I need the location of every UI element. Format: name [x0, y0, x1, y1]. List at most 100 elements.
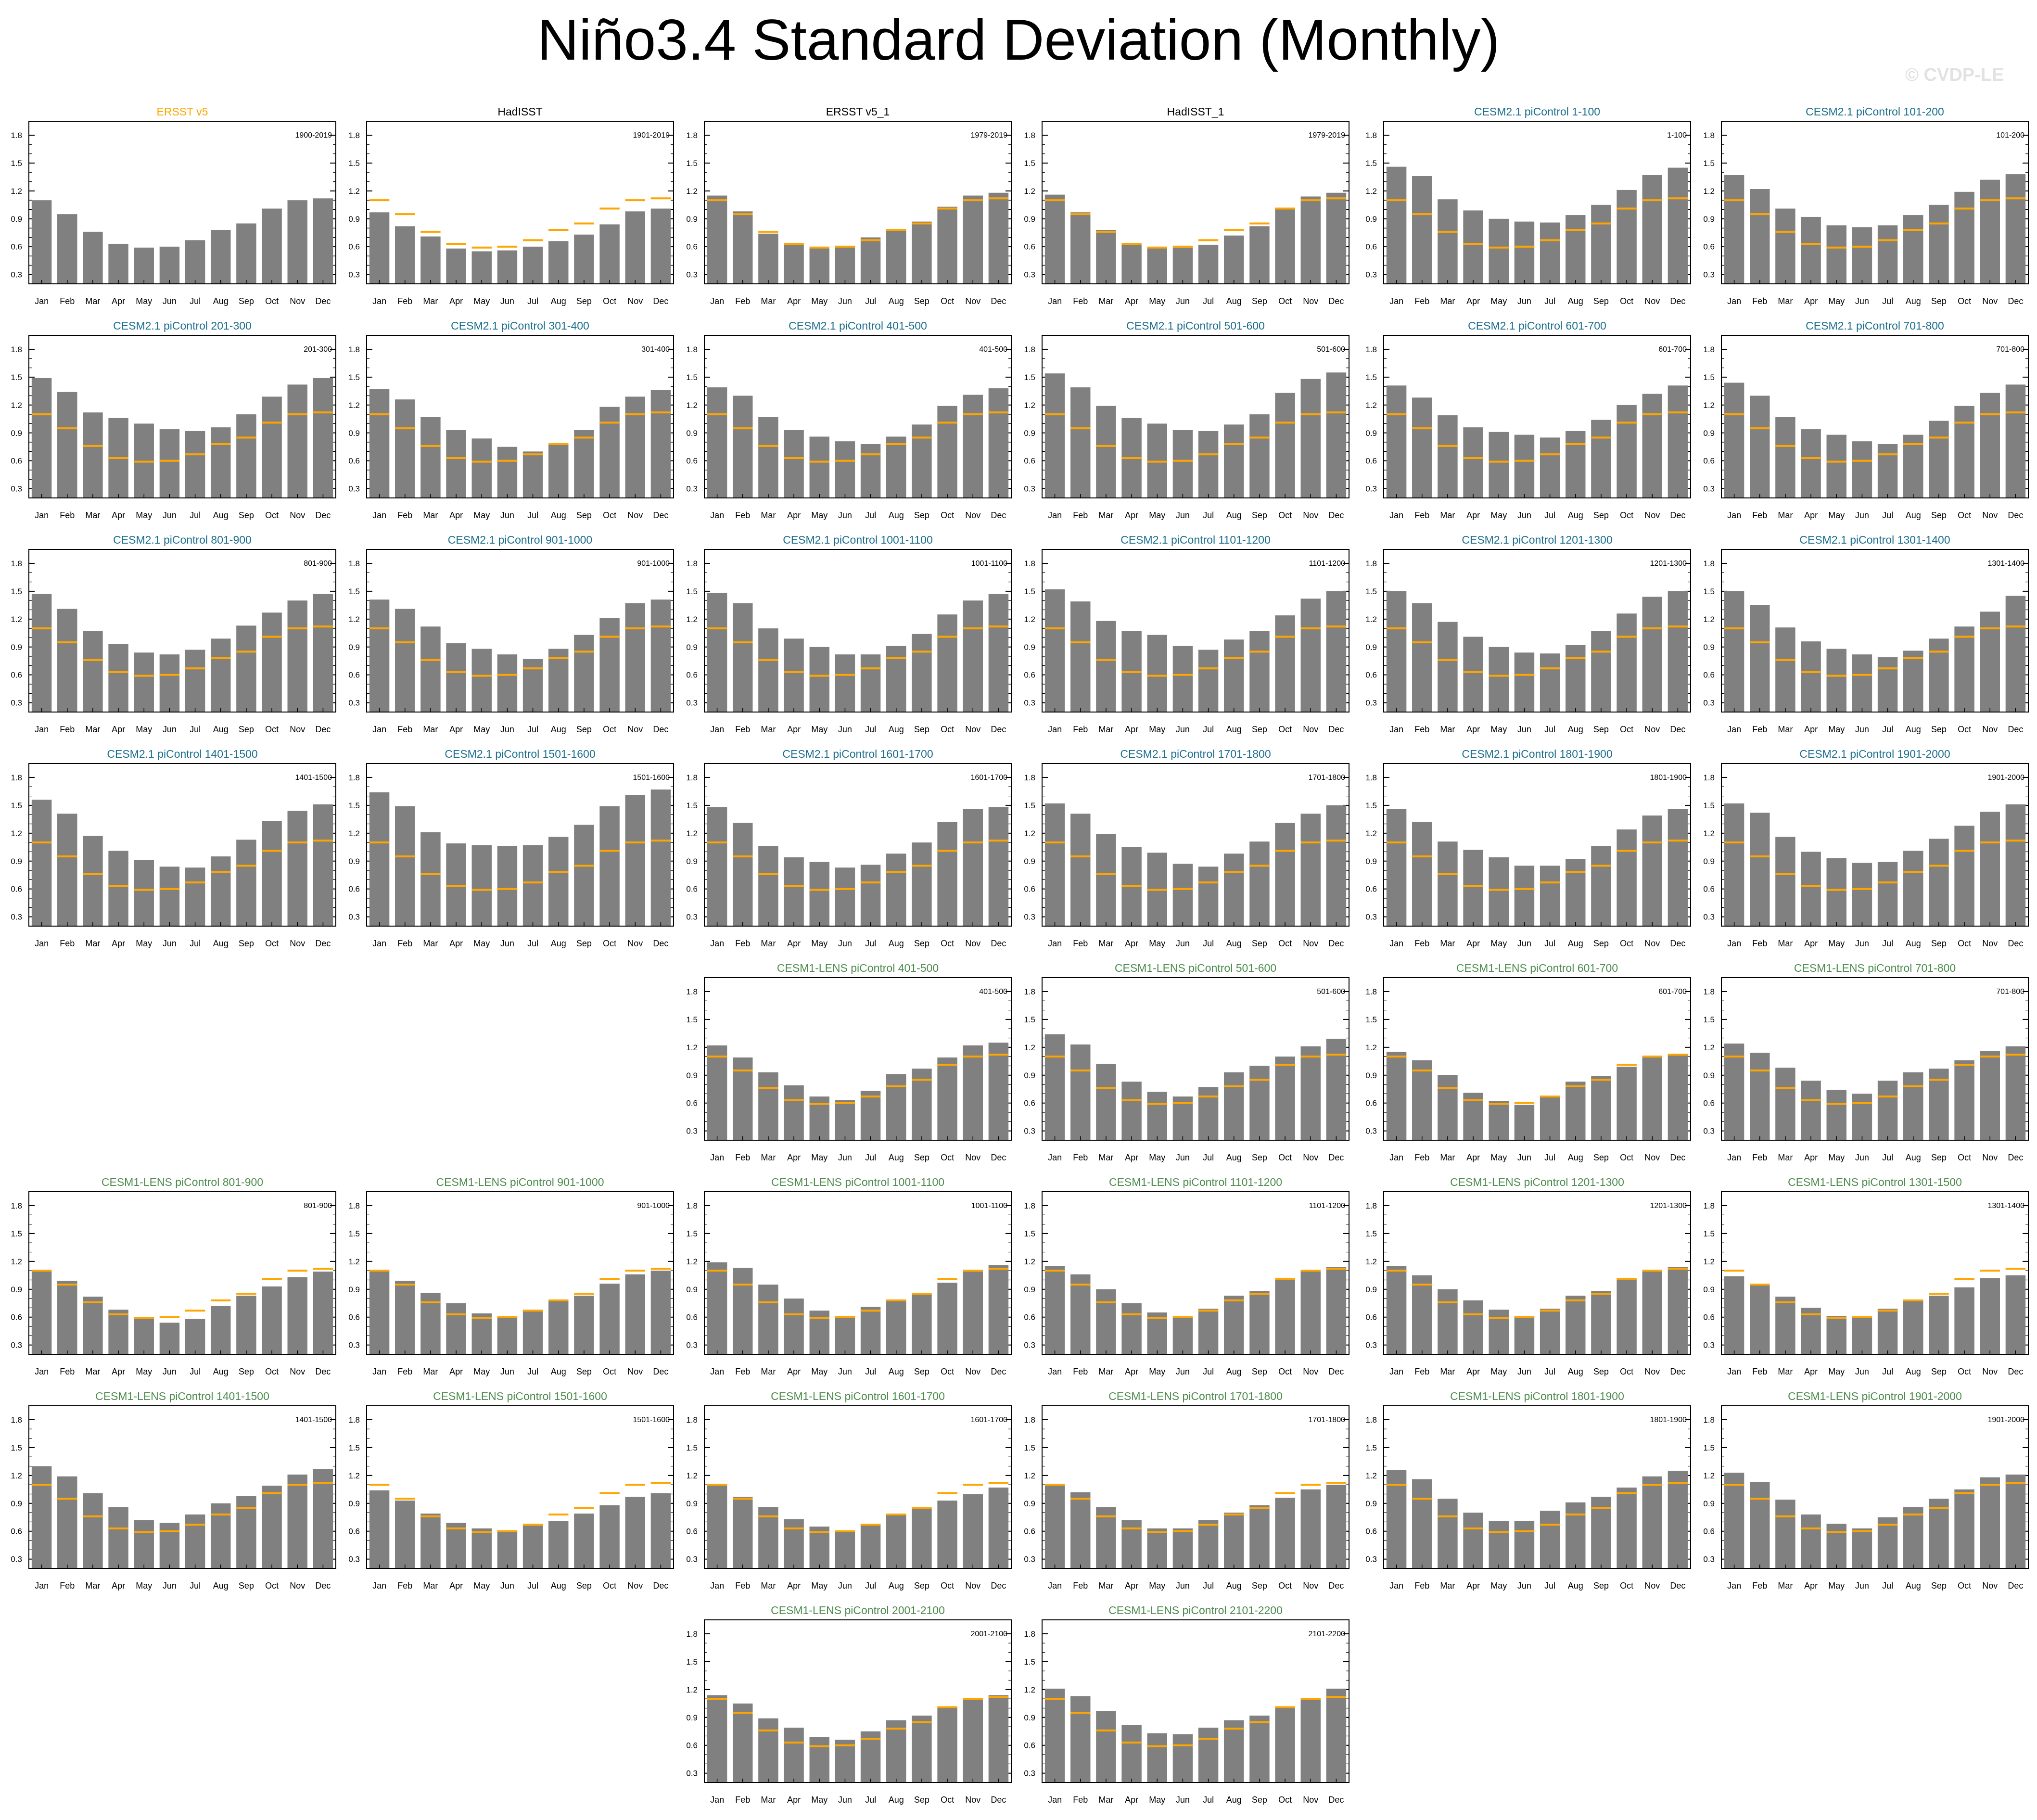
- bar: [548, 241, 569, 284]
- bar: [1096, 1289, 1116, 1354]
- x-tick-label: Dec: [991, 510, 1006, 520]
- x-tick-label: Jul: [865, 296, 876, 306]
- bar: [108, 1507, 128, 1568]
- y-tick-label: 0.6: [686, 1741, 698, 1750]
- panel-title: CESM2.1 piControl 1801-1900: [1462, 748, 1612, 760]
- x-tick-label: Dec: [315, 1367, 331, 1376]
- x-tick-label: Jan: [1727, 510, 1741, 520]
- x-tick-label: Dec: [1670, 1367, 1685, 1376]
- y-tick-label: 1.5: [348, 159, 360, 168]
- y-tick-label: 1.2: [1365, 1471, 1377, 1480]
- bar: [1249, 1291, 1270, 1354]
- x-tick-label: Sep: [1593, 939, 1609, 948]
- x-tick-label: Aug: [551, 296, 566, 306]
- y-tick-label: 0.3: [1365, 1341, 1377, 1350]
- bar: [1147, 1528, 1167, 1568]
- x-tick-label: Sep: [1252, 1795, 1267, 1805]
- x-tick-label: Nov: [1303, 1153, 1318, 1162]
- bar: [707, 807, 727, 926]
- y-tick-label: 1.2: [1703, 615, 1715, 624]
- bar: [1147, 1733, 1167, 1782]
- bar: [1566, 1082, 1586, 1140]
- bar: [262, 208, 282, 284]
- x-tick-label: Jun: [1855, 1581, 1869, 1591]
- y-tick-label: 0.3: [1365, 913, 1377, 922]
- x-tick-label: Jul: [1882, 1581, 1893, 1591]
- x-tick-label: Jun: [1855, 296, 1869, 306]
- y-tick-label: 1.5: [1703, 1015, 1715, 1024]
- panel-year-range: 901-1000: [637, 1202, 670, 1210]
- bar: [1668, 591, 1688, 712]
- x-tick-label: Nov: [1982, 1153, 1998, 1162]
- x-tick-label: Dec: [2008, 510, 2023, 520]
- panel-year-range: 1979-2019: [1308, 131, 1345, 140]
- bar: [548, 1299, 569, 1354]
- y-tick-label: 0.3: [11, 1555, 22, 1564]
- x-tick-label: Nov: [1644, 510, 1660, 520]
- panel-title: CESM1-LENS piControl 501-600: [1115, 962, 1276, 974]
- x-tick-label: Mar: [1778, 296, 1793, 306]
- chart-panel: CESM1-LENS piControl 1501-1600 1501-1600 0…: [348, 1390, 674, 1591]
- x-tick-label: Oct: [1958, 1153, 1971, 1162]
- x-tick-label: Dec: [2008, 296, 2023, 306]
- plot-frame: [366, 1191, 674, 1355]
- bar: [1147, 247, 1167, 284]
- bar: [1224, 424, 1244, 498]
- bar: [1668, 1054, 1688, 1140]
- plot-frame: [704, 1191, 1012, 1355]
- bar: [1386, 1470, 1407, 1568]
- x-tick-label: Oct: [1620, 510, 1633, 520]
- copyright-label: © CVDP-LE: [1905, 65, 2004, 85]
- x-tick-label: Nov: [965, 939, 980, 948]
- y-tick-label: 0.6: [348, 242, 360, 252]
- bar: [1463, 427, 1483, 498]
- bar: [1224, 1072, 1244, 1140]
- y-tick-label: 1.8: [1024, 131, 1035, 140]
- bar: [211, 1306, 231, 1354]
- panel-title: CESM1-LENS piControl 2101-2200: [1108, 1604, 1283, 1616]
- bar: [1275, 393, 1295, 498]
- bar: [1070, 1492, 1091, 1568]
- bar: [1326, 805, 1347, 926]
- panel-title: CESM2.1 piControl 1501-1600: [445, 748, 595, 760]
- bar: [1044, 589, 1065, 712]
- y-tick-label: 1.5: [1703, 1443, 1715, 1452]
- x-tick-label: May: [811, 296, 828, 306]
- bar: [1198, 1520, 1219, 1568]
- x-tick-label: Dec: [2008, 1581, 2023, 1591]
- x-tick-label: Aug: [1906, 1153, 1921, 1162]
- x-tick-label: Apr: [449, 296, 463, 306]
- bar: [497, 1530, 518, 1568]
- y-tick-label: 0.3: [1024, 1555, 1035, 1564]
- x-tick-label: Mar: [761, 1153, 776, 1162]
- bar: [1668, 809, 1688, 926]
- x-tick-label: Aug: [1568, 296, 1583, 306]
- x-tick-label: Jan: [1389, 1153, 1403, 1162]
- bar: [733, 1497, 753, 1568]
- y-tick-label: 0.6: [348, 457, 360, 466]
- x-tick-label: Feb: [735, 939, 750, 948]
- bar: [313, 1469, 333, 1568]
- x-tick-label: May: [1149, 1367, 1165, 1376]
- x-tick-label: Mar: [1098, 510, 1113, 520]
- x-tick-label: Jan: [1048, 510, 1062, 520]
- x-tick-label: Jun: [1855, 1367, 1869, 1376]
- y-tick-label: 1.2: [686, 829, 698, 838]
- x-tick-label: Jan: [710, 939, 724, 948]
- x-tick-label: Aug: [1226, 1153, 1242, 1162]
- bar: [758, 628, 778, 712]
- y-tick-label: 0.3: [348, 1555, 360, 1564]
- bar: [1903, 650, 1923, 712]
- x-tick-label: Jan: [35, 939, 49, 948]
- y-tick-label: 0.9: [1365, 857, 1377, 866]
- chart-panel: CESM1-LENS piControl 401-500 401-500 0.3 0.…: [686, 962, 1012, 1162]
- y-tick-label: 0.6: [1703, 885, 1715, 894]
- x-tick-label: Dec: [1328, 1367, 1344, 1376]
- panel-year-range: 601-700: [1658, 345, 1687, 354]
- bar: [1566, 645, 1586, 712]
- x-tick-label: Jun: [1517, 725, 1531, 734]
- y-tick-label: 1.2: [1024, 1043, 1035, 1052]
- bar: [1980, 393, 2000, 498]
- y-tick-label: 1.2: [1703, 401, 1715, 410]
- x-tick-label: Sep: [576, 1367, 592, 1376]
